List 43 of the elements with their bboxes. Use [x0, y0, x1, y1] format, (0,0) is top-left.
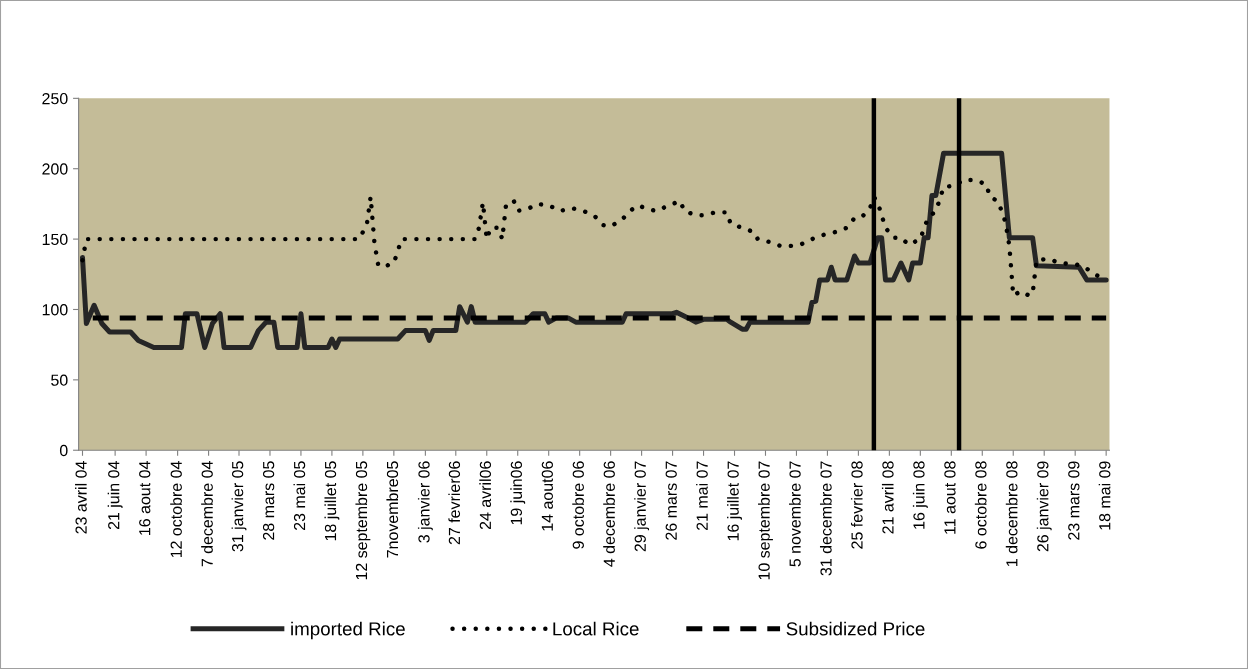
- x-tick-label: 28 mars 05: [262, 461, 275, 540]
- x-tick-label: 14 aout06: [541, 461, 553, 531]
- y-tick-label: 200: [42, 163, 68, 175]
- x-tick-label: 31 janvier 05: [231, 461, 247, 552]
- x-tick-label: 5 novembre 07: [789, 461, 801, 567]
- x-tick-label: 1 decembre 08: [1005, 461, 1018, 566]
- x-tick-label: 26 janvier 09: [1036, 461, 1052, 552]
- x-tick-label: 18 mai 09: [1098, 461, 1111, 530]
- x-tick-label: 6 octobre 08: [974, 461, 987, 549]
- x-tick-label: 12 octobre 04: [170, 461, 182, 558]
- x-tick-label: 9 octobre 06: [572, 461, 584, 549]
- x-tick-label: 23 mai 05: [293, 461, 306, 530]
- x-tick-label: 7 decembre 04: [201, 461, 213, 567]
- legend-label: Subsidized Price: [786, 621, 925, 636]
- x-tick-label: 23 mars 09: [1068, 461, 1080, 540]
- y-tick-label: 250: [42, 92, 68, 105]
- x-tick-label: 19 juin06: [510, 461, 526, 525]
- y-tick-label: 50: [51, 374, 68, 386]
- x-tick-label: 26 mars 07: [665, 461, 677, 540]
- legend-label: imported Rice: [291, 621, 405, 640]
- x-tick-label: 29 janvier 07: [634, 461, 650, 552]
- x-tick-label: 7novembre05: [386, 461, 399, 558]
- x-tick-label: 23 avril 04: [75, 461, 87, 534]
- x-tick-label: 27 fevrier06: [448, 461, 461, 545]
- x-tick-label: 24 avril06: [479, 461, 492, 530]
- x-tick-label: 21 mai 07: [696, 461, 708, 530]
- x-tick-label: 3 janvier 06: [417, 461, 433, 543]
- x-tick-label: 16 aout 04: [139, 461, 151, 535]
- x-tick-label: 25 fevrier 08: [850, 461, 863, 549]
- x-tick-label: 11 aout 08: [944, 461, 956, 534]
- y-tick-label: 100: [42, 304, 68, 316]
- x-tick-label: 21 juin 04: [107, 461, 123, 530]
- x-tick-label: 12 septembre 05: [355, 461, 371, 580]
- y-tick-label: 150: [42, 233, 68, 246]
- x-tick-label: 16 juin 08: [912, 461, 928, 529]
- x-tick-label: 21 avril 08: [881, 461, 894, 534]
- x-tick-label: 16 juillet 07: [727, 461, 742, 541]
- x-tick-label: 18 juillet 05: [324, 461, 340, 541]
- x-tick-label: 31 decembre 07: [819, 461, 832, 576]
- x-tick-label: 4 decembre 06: [603, 461, 615, 567]
- y-tick-label: 0: [59, 444, 68, 457]
- legend-label: Local Rice: [553, 621, 639, 636]
- x-tick-label: 10 septembre 07: [758, 461, 773, 580]
